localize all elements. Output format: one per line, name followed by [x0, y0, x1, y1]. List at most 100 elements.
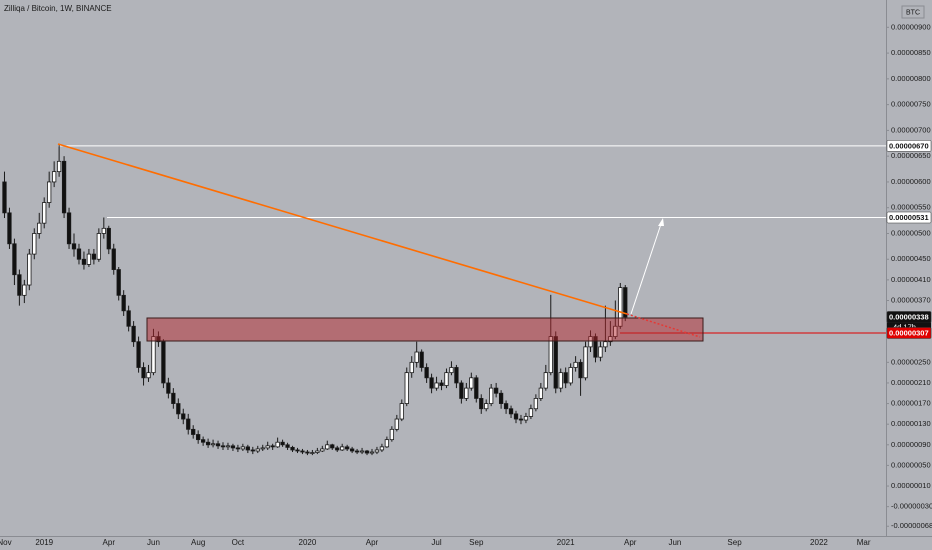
- candle-body: [345, 446, 350, 450]
- x-tick-label: Jun: [147, 538, 160, 547]
- candle-body: [548, 336, 553, 374]
- y-tick-label: 0.00000550: [891, 203, 931, 212]
- x-tick-label: 2021: [557, 538, 575, 547]
- y-tick-label: 0.00000750: [891, 100, 931, 109]
- candle-body: [146, 372, 151, 379]
- candle-body: [414, 351, 419, 363]
- candle-body: [81, 258, 87, 265]
- candle-body: [424, 367, 429, 379]
- candle-body: [454, 367, 459, 384]
- candle-body: [2, 181, 7, 214]
- candle-body: [340, 446, 345, 451]
- candle-body: [96, 233, 101, 260]
- candle-body: [61, 160, 67, 214]
- candle-body: [305, 451, 310, 454]
- y-tick-label: 0.00000130: [891, 419, 931, 428]
- candle-body: [354, 450, 360, 453]
- x-tick-label: 2020: [299, 538, 317, 547]
- candle-body: [250, 449, 255, 452]
- candle-body: [37, 222, 42, 234]
- y-tick-label: 0.00000050: [891, 460, 931, 469]
- candle-body: [503, 403, 509, 410]
- price-label-box: [886, 327, 932, 339]
- candle-body: [205, 441, 211, 446]
- x-tick-label: Oct: [232, 538, 245, 547]
- candle-body: [474, 377, 479, 399]
- candle-body: [131, 325, 136, 343]
- y-tick-label: 0.00000700: [891, 125, 931, 134]
- candle-body: [508, 408, 514, 415]
- candle-body: [260, 447, 265, 450]
- candle-body: [220, 445, 226, 448]
- candle-body: [126, 310, 131, 327]
- trend-extension: [626, 313, 701, 338]
- drawings: [57, 143, 704, 342]
- candle-body: [101, 227, 106, 234]
- candle-body: [111, 248, 116, 270]
- candle-body: [325, 444, 330, 450]
- candle-body: [578, 361, 583, 379]
- candle-body: [280, 441, 285, 446]
- candle-body: [583, 346, 588, 379]
- candle-body: [230, 445, 236, 449]
- y-tick-label: 0.00000500: [891, 228, 931, 237]
- arrow-head: [658, 218, 664, 226]
- candle-body: [17, 274, 22, 296]
- candle-body: [320, 448, 325, 452]
- y-tick-label: -0.00000030: [891, 502, 932, 511]
- candle-body: [498, 392, 504, 404]
- candles: [2, 143, 628, 456]
- candle-body: [270, 445, 275, 448]
- y-tick-label: 0.00000090: [891, 440, 931, 449]
- candle-body: [225, 445, 231, 448]
- candle-body: [553, 336, 558, 389]
- projection-arrow: [630, 223, 662, 315]
- support-zone: [146, 317, 704, 342]
- chart-title: Zilliqa / Bitcoin, 1W, BINANCE: [4, 4, 112, 13]
- x-tick-label: Nov: [0, 538, 12, 547]
- candle-body: [399, 403, 404, 420]
- candle-body: [598, 346, 603, 358]
- candle-body: [235, 447, 241, 450]
- candle-body: [106, 227, 111, 250]
- y-tick-label: 0.00000900: [891, 22, 931, 31]
- candle-body: [384, 439, 390, 448]
- candle-body: [290, 446, 295, 451]
- x-tick-label: 2022: [810, 538, 828, 547]
- candle-body: [543, 372, 548, 389]
- x-tick-label: Apr: [103, 538, 116, 547]
- candle-body: [479, 398, 484, 410]
- candle-body: [215, 443, 221, 447]
- x-tick-label: Sep: [469, 538, 484, 547]
- candle-body: [191, 428, 196, 435]
- x-tick-label: Jun: [668, 538, 681, 547]
- candle-body: [484, 403, 489, 410]
- y-tick-label: 0.00000410: [891, 275, 931, 284]
- price-label-box: [886, 140, 932, 152]
- y-tick-label: -0.00000068: [891, 521, 932, 530]
- candle-body: [533, 398, 539, 410]
- candle-body: [563, 372, 568, 384]
- candle-body: [558, 372, 563, 389]
- y-tick-label: 0.00000170: [891, 399, 931, 408]
- y-tick-label: 0.00000010: [891, 481, 931, 490]
- x-tick-label: Jul: [431, 538, 441, 547]
- y-tick-label: 0.00000210: [891, 378, 931, 387]
- candle-body: [32, 233, 37, 255]
- candle-body: [116, 269, 121, 296]
- price-label: 0.00000531: [889, 213, 929, 222]
- price-axis: BTC 0.00000900 0.00000850 0.00000800 0.0000…: [0, 5, 932, 547]
- candle-body: [459, 382, 464, 399]
- candle-body: [404, 372, 409, 404]
- price-label: 0.00000338: [889, 312, 929, 321]
- y-tick-label: 0.00000250: [891, 357, 931, 366]
- candle-body: [389, 428, 394, 441]
- candle-body: [573, 361, 578, 368]
- y-tick-label: 0.00000450: [891, 254, 931, 263]
- candle-body: [285, 444, 290, 448]
- candle-body: [394, 418, 399, 430]
- price-label-box: [886, 211, 932, 224]
- candle-body: [181, 413, 186, 420]
- y-tick-label: 0.00000600: [891, 177, 931, 186]
